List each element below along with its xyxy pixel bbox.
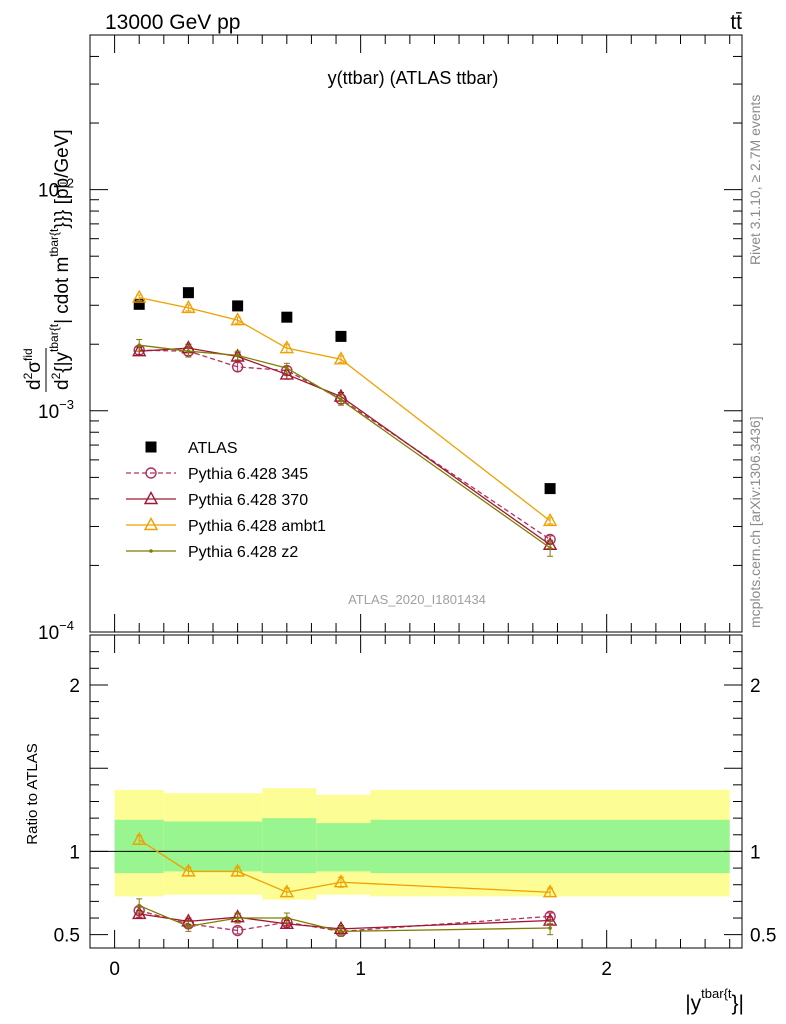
band-green (114, 819, 164, 874)
ratio-panel: 0.5 0.5 1 1 2 2 0 1 2 Ratio to ATLAS |ytbar{t}| (24, 634, 777, 1015)
band-green (262, 818, 317, 874)
series-pythia-6-428-ambt1-point (542, 512, 558, 527)
series-pythia-6-428-z2-point (339, 398, 343, 402)
main-y-label: d2σfid d2{|ytbar{t| cdot mtbar{t}}} [pb/… (21, 129, 73, 392)
header-right: tt̄ (730, 11, 742, 34)
series-pythia-6-428-ambt1-point (333, 874, 349, 888)
legend-pythia-6-428-345-marker (145, 467, 157, 479)
y-tick-label: 1 (69, 842, 80, 863)
series-atlas-point (182, 287, 194, 299)
legend-atlas-marker (145, 441, 157, 453)
series-pythia-6-428-ambt1-point (333, 351, 349, 365)
series-pythia-6-428-z2-line (139, 344, 551, 549)
header-left: 13000 GeV pp (105, 11, 240, 34)
series-atlas-point (281, 311, 293, 323)
svg-text:d2{|ytbar{t| cdot mtbar{t}}} [: d2{|ytbar{t| cdot mtbar{t}}} [pb/GeV] (47, 129, 73, 390)
band-green (163, 821, 263, 872)
main-frame (89, 34, 743, 633)
series-pythia-6-428-ambt1-line (138, 839, 551, 893)
main-panel: y(ttbar) (ATLAS ttbar) ATLAS_2020_I18014… (21, 34, 743, 644)
series-pythia-6-428-ambt1-point (132, 289, 147, 303)
svg-text:d2σfid: d2σfid (21, 348, 45, 390)
series-pythia-6-428-345-line (139, 909, 551, 933)
series-pythia-6-428-345-point (231, 361, 244, 373)
legend: ATLAS Pythia 6.428 345 Pythia 6.428 370 Pyt… (126, 440, 326, 561)
legend-pythia-6-428-ambt1-marker (143, 517, 159, 531)
series-pythia-6-428-370-point (132, 343, 147, 357)
series-pythia-6-428-z2-line (138, 904, 551, 933)
series-pythia-6-428-370-line (139, 913, 551, 930)
series-pythia-6-428-ambt1-point (181, 299, 196, 314)
series-pythia-6-428-z2-point (186, 349, 191, 353)
series-pythia-6-428-ambt1-point (279, 340, 295, 354)
series-pythia-6-428-z2-point (285, 366, 289, 370)
legend-pythia-6-428-370-marker (143, 491, 159, 505)
series-pythia-6-428-z2-point (339, 929, 343, 934)
rivet-version-label: Rivet 3.1.10, ≥ 2.7M events (747, 95, 763, 265)
y-tick-label: 10−2 (38, 176, 74, 202)
legend-atlas-label: ATLAS (188, 440, 238, 457)
series-atlas-point (133, 298, 145, 310)
series-pythia-6-428-ambt1-point (132, 831, 147, 845)
series-pythia-6-428-345-line (139, 349, 551, 541)
x-tick-label: 2 (601, 959, 612, 980)
series-atlas-point (544, 483, 556, 495)
ratio-data-marks (132, 831, 558, 938)
series-pythia-6-428-370-point (132, 905, 147, 920)
y-tick-label: 2 (69, 676, 80, 697)
series-pythia-6-428-345-point (231, 924, 244, 937)
series-pythia-6-428-370-line (139, 347, 551, 546)
series-pythia-6-428-z2-point (285, 916, 289, 920)
series-pythia-6-428-ambt1-line (139, 296, 551, 522)
x-tick-label: 1 (355, 959, 366, 980)
legend-pythia-6-428-z2-marker (149, 549, 153, 553)
x-axis-label: |ytbar{t}| (685, 986, 744, 1015)
ratio-axis-ticks (90, 635, 742, 948)
ratio-y-tick-labels: 0.5 0.5 1 1 2 2 (54, 676, 777, 947)
series-atlas-point (335, 330, 347, 342)
series-atlas-point (232, 300, 244, 312)
y-tick-label: 10−3 (38, 397, 74, 423)
series-pythia-6-428-z2-point (137, 343, 142, 347)
main-data-marks (132, 287, 558, 557)
series-pythia-6-428-z2-point (548, 546, 552, 550)
series-pythia-6-428-ambt1-point (181, 863, 196, 877)
series-pythia-6-428-z2-point (186, 924, 191, 929)
y-tick-label-right: 1 (750, 842, 761, 863)
y-tick-label: 0.5 (54, 926, 80, 947)
ratio-uncertainty-bands (90, 788, 742, 900)
y-tick-label-right: 0.5 (750, 926, 776, 947)
mcplots-label: mcplots.cern.ch [arXiv:1306.3436] (747, 416, 763, 628)
series-pythia-6-428-ambt1-point (230, 312, 245, 326)
ratio-y-label: Ratio to ATLAS (24, 743, 41, 844)
legend-pythia-6-428-ambt1-label: Pythia 6.428 ambt1 (188, 518, 326, 535)
series-pythia-6-428-z2-point (235, 916, 240, 920)
band-green (316, 823, 371, 872)
legend-pythia-6-428-z2-label: Pythia 6.428 z2 (188, 544, 298, 561)
y-tick-label-right: 2 (750, 676, 761, 697)
ratio-x-tick-labels: 0 1 2 (109, 959, 612, 980)
main-title: y(ttbar) (ATLAS ttbar) (328, 68, 499, 88)
main-axis-ticks (90, 34, 742, 633)
legend-pythia-6-428-345-label: Pythia 6.428 345 (188, 466, 308, 483)
x-tick-label: 0 (109, 959, 120, 980)
series-pythia-6-428-ambt1-point (542, 884, 558, 898)
analysis-watermark: ATLAS_2020_I1801434 (348, 592, 486, 607)
series-pythia-6-428-z2-point (137, 903, 142, 908)
ratio-frame (89, 634, 743, 949)
series-pythia-6-428-z2-point (235, 353, 240, 358)
series-pythia-6-428-ambt1-point (230, 863, 245, 877)
main-y-tick-labels: 10−2 10−3 10−4 (38, 176, 74, 644)
series-pythia-6-428-ambt1-point (279, 884, 295, 898)
band-green (370, 819, 730, 874)
y-tick-label: 10−4 (38, 618, 74, 644)
series-pythia-6-428-z2-point (548, 926, 552, 930)
legend-pythia-6-428-370-label: Pythia 6.428 370 (188, 492, 308, 509)
